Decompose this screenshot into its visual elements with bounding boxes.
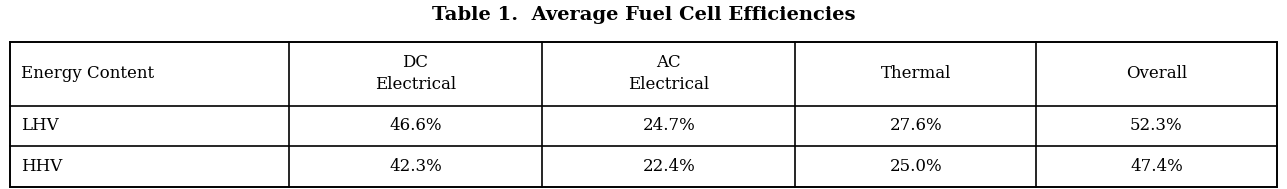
- Text: Overall: Overall: [1126, 65, 1187, 82]
- Text: 52.3%: 52.3%: [1130, 118, 1183, 135]
- Text: DC
Electrical: DC Electrical: [375, 54, 456, 93]
- Text: 47.4%: 47.4%: [1130, 158, 1183, 175]
- Text: Table 1.  Average Fuel Cell Efficiencies: Table 1. Average Fuel Cell Efficiencies: [431, 6, 856, 24]
- Text: 25.0%: 25.0%: [889, 158, 942, 175]
- Text: AC
Electrical: AC Electrical: [628, 54, 709, 93]
- Text: 22.4%: 22.4%: [642, 158, 695, 175]
- Text: 27.6%: 27.6%: [889, 118, 942, 135]
- Text: 46.6%: 46.6%: [389, 118, 441, 135]
- Text: Energy Content: Energy Content: [21, 65, 153, 82]
- Text: 24.7%: 24.7%: [642, 118, 695, 135]
- Text: HHV: HHV: [21, 158, 62, 175]
- Text: LHV: LHV: [21, 118, 58, 135]
- Text: Thermal: Thermal: [880, 65, 951, 82]
- Text: 42.3%: 42.3%: [389, 158, 441, 175]
